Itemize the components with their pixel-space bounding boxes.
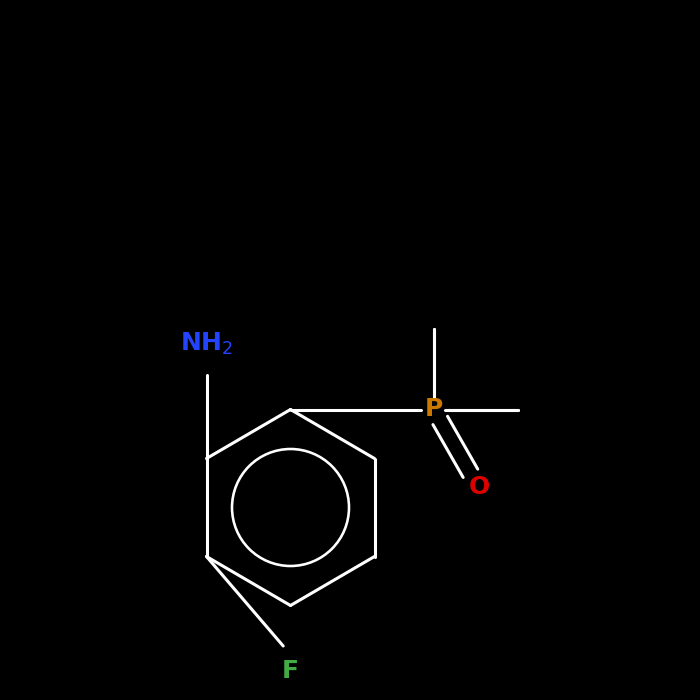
Text: F: F [282, 659, 299, 683]
Text: NH$_2$: NH$_2$ [180, 331, 233, 357]
Text: P: P [425, 398, 443, 421]
Text: O: O [469, 475, 490, 498]
